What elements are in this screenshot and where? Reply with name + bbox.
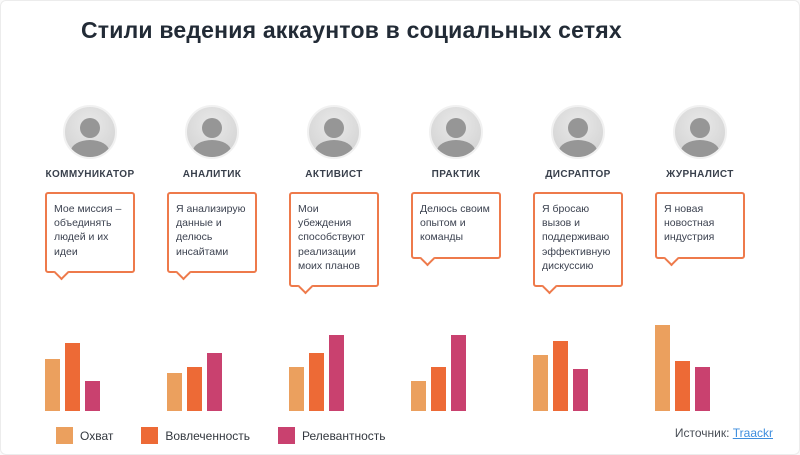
bar-engagement — [431, 367, 446, 411]
profile-column-disruptor: ДИСРАПТОР Я бросаю вызов и поддерживаю э… — [525, 105, 631, 411]
bar-reach — [167, 373, 182, 411]
bubble-tail — [297, 278, 314, 295]
person-silhouette-body — [71, 140, 109, 157]
bar-reach — [655, 325, 670, 411]
profile-column-analyst: АНАЛИТИК Я анализирую данные и делюсь ин… — [159, 105, 265, 411]
bar-engagement — [65, 343, 80, 411]
profile-column-activist: АКТИВИСТ Мои убеждения способствуют реал… — [281, 105, 387, 411]
quote-bubble: Мое миссия – объединять людей и их идеи — [45, 192, 135, 280]
bar-group — [167, 353, 222, 411]
avatar — [63, 105, 117, 159]
legend-swatch-reach — [56, 427, 73, 444]
bar-relevance — [329, 335, 344, 411]
profile-columns: КОММУНИКАТОР Мое миссия – объединять люд… — [37, 105, 769, 411]
profile-column-communicator: КОММУНИКАТОР Мое миссия – объединять люд… — [37, 105, 143, 411]
bar-engagement — [187, 367, 202, 411]
legend-item-reach: Охват — [56, 427, 113, 444]
chart-legend: Охват Вовлеченность Релевантность — [56, 427, 386, 444]
bubble-tail — [541, 278, 558, 295]
quote-text: Мое миссия – объединять людей и их идеи — [54, 203, 122, 258]
bar-relevance — [695, 367, 710, 411]
avatar — [185, 105, 239, 159]
person-silhouette-head — [202, 118, 222, 138]
person-silhouette-head — [446, 118, 466, 138]
person-silhouette-body — [681, 140, 719, 157]
avatar — [673, 105, 727, 159]
bubble-tail — [419, 250, 436, 266]
bubble-tail — [663, 250, 680, 266]
source-link[interactable]: Traackr — [732, 426, 773, 440]
legend-swatch-engagement — [141, 427, 159, 444]
profile-name: ЖУРНАЛИСТ — [666, 169, 734, 180]
person-silhouette-head — [80, 118, 100, 138]
person-silhouette-head — [690, 118, 710, 138]
profile-name: ДИСРАПТОР — [545, 169, 611, 180]
bar-reach — [289, 367, 304, 411]
bar-relevance — [451, 335, 466, 411]
profile-name: АКТИВИСТ — [305, 169, 363, 180]
avatar — [429, 105, 483, 159]
source-attribution: Источник: Traackr — [675, 426, 773, 440]
bubble-tail — [175, 264, 192, 280]
bar-engagement — [675, 361, 690, 411]
person-silhouette-body — [315, 140, 353, 157]
legend-item-engagement: Вовлеченность — [141, 427, 250, 444]
legend-label: Охват — [80, 428, 114, 443]
quote-text: Я новая новостная индустрия — [664, 203, 715, 244]
person-silhouette-body — [559, 140, 597, 157]
avatar — [307, 105, 361, 159]
bar-reach — [411, 381, 426, 411]
source-label: Источник: — [674, 426, 730, 440]
person-silhouette-head — [324, 118, 344, 138]
page-title: Стили ведения аккаунтов в социальных сет… — [81, 17, 622, 43]
bar-reach — [533, 355, 548, 411]
bar-engagement — [309, 353, 324, 411]
quote-bubble: Мои убеждения способствуют реализации мо… — [289, 192, 379, 295]
bar-group — [45, 343, 100, 411]
bar-reach — [45, 359, 60, 411]
bar-relevance — [85, 381, 100, 411]
bubble-tail — [53, 264, 70, 280]
quote-text: Мои убеждения способствуют реализации мо… — [298, 203, 365, 272]
quote-text: Я бросаю вызов и поддерживаю эффективную… — [542, 203, 611, 272]
legend-swatch-relevance — [278, 427, 296, 444]
bar-group — [533, 341, 588, 411]
bar-group — [411, 335, 466, 411]
person-silhouette-body — [193, 140, 231, 157]
profile-name: АНАЛИТИК — [182, 169, 242, 180]
quote-bubble: Делюсь своим опытом и команды — [411, 192, 501, 266]
legend-item-relevance: Релевантность — [278, 427, 386, 444]
profile-column-journalist: ЖУРНАЛИСТ Я новая новостная индустрия — [647, 105, 753, 411]
avatar — [551, 105, 605, 159]
person-silhouette-head — [568, 118, 588, 138]
quote-bubble: Я бросаю вызов и поддерживаю эффективную… — [533, 192, 623, 295]
bar-relevance — [573, 369, 588, 411]
legend-label: Вовлеченность — [165, 428, 251, 443]
person-silhouette-body — [437, 140, 475, 157]
quote-bubble: Я новая новостная индустрия — [655, 192, 745, 266]
quote-text: Я анализирую данные и делюсь инсайтами — [176, 203, 246, 258]
profile-name: КОММУНИКАТОР — [45, 169, 135, 180]
profile-column-practitioner: ПРАКТИК Делюсь своим опытом и команды — [403, 105, 509, 411]
bar-engagement — [553, 341, 568, 411]
profile-name: ПРАКТИК — [431, 169, 481, 180]
bar-group — [289, 335, 344, 411]
quote-bubble: Я анализирую данные и делюсь инсайтами — [167, 192, 257, 280]
bar-group — [655, 325, 710, 411]
quote-text: Делюсь своим опытом и команды — [420, 203, 490, 244]
legend-label: Релевантность — [302, 428, 386, 443]
bar-relevance — [207, 353, 222, 411]
